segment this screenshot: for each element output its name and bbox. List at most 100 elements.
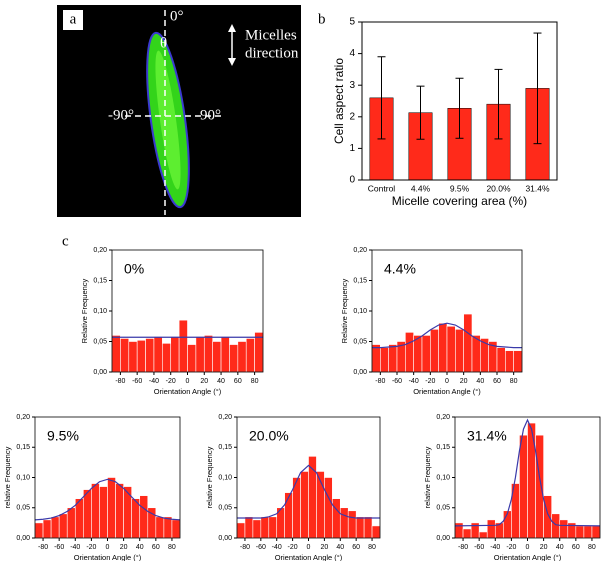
- x-tick-label: 80: [168, 544, 176, 551]
- histogram-bar: [332, 498, 341, 539]
- x-axis-label: Orientation Angle (°): [74, 553, 142, 561]
- histogram-bar: [128, 341, 138, 373]
- histogram-bar: [463, 313, 473, 373]
- y-tick-label: 3: [349, 80, 355, 91]
- histogram-bar: [236, 522, 246, 539]
- histogram-bar: [347, 510, 357, 539]
- y-tick-label: 0,00: [16, 535, 30, 542]
- histogram-bar: [178, 319, 188, 373]
- y-axis-label: relative Frequency: [423, 446, 432, 508]
- x-tick-label: -40: [70, 544, 80, 551]
- x-tick-label: 40: [136, 544, 144, 551]
- histogram-bar: [83, 489, 92, 539]
- x-tick-label: 0: [106, 544, 110, 551]
- y-axis-label: Relative Frequency: [80, 278, 89, 343]
- x-tick-label: 20: [200, 378, 208, 385]
- x-tick-label: -60: [132, 378, 142, 385]
- x-tick-label: -60: [54, 544, 64, 551]
- x-tick-label: -80: [115, 378, 125, 385]
- histogram-bar: [163, 516, 173, 539]
- histogram-bar: [58, 513, 68, 539]
- fit-curve: [454, 418, 601, 527]
- x-tick-label: -40: [149, 378, 159, 385]
- chart-title: 4.4%: [384, 261, 416, 277]
- y-tick-label: 0,15: [353, 277, 367, 284]
- x-tick-label: 0: [526, 544, 530, 551]
- panel-label: c: [62, 233, 69, 249]
- y-tick-label: 5: [349, 17, 355, 28]
- histogram-bar: [438, 322, 448, 373]
- y-tick-label: 0,05: [436, 505, 450, 512]
- chart-title: 31.4%: [467, 428, 507, 444]
- x-tick-label: -80: [38, 544, 48, 551]
- histogram-bar: [591, 525, 601, 539]
- histogram-bar: [462, 528, 472, 539]
- x-axis-label: Orientation Angle (°): [275, 553, 343, 561]
- histogram-bar: [244, 516, 254, 539]
- y-tick-label: 0,10: [436, 474, 450, 481]
- histogram-bar: [237, 341, 247, 373]
- y-tick-label: 0,10: [16, 474, 30, 481]
- fit-curve: [372, 322, 522, 349]
- y-tick-label: 0,15: [16, 444, 30, 451]
- histogram-bar: [284, 492, 293, 539]
- histogram-bar: [355, 516, 365, 539]
- y-tick-label: 0,20: [218, 414, 232, 421]
- histogram-bar: [363, 516, 373, 539]
- histogram-bar: [300, 471, 309, 539]
- histogram-bar: [145, 338, 155, 373]
- x-tick-label: -40: [490, 544, 500, 551]
- y-tick-label: 2: [349, 111, 355, 122]
- x-axis-label: Orientation Angle (°): [494, 553, 562, 561]
- x-tick-label: 60: [234, 378, 242, 385]
- x-tick-label: -20: [166, 378, 176, 385]
- histogram-bar: [162, 343, 172, 373]
- y-tick-label: 0: [349, 175, 355, 186]
- x-tick-label: -80: [375, 378, 385, 385]
- histogram-bar: [50, 516, 60, 539]
- x-tick-label: -80: [458, 544, 468, 551]
- histogram-bar: [187, 344, 197, 373]
- y-tick-label: 0,00: [436, 535, 450, 542]
- y-tick-label: 0,05: [353, 338, 367, 345]
- y-axis-label: Cell aspect ratio: [332, 58, 346, 144]
- y-tick-label: 0,10: [353, 308, 367, 315]
- x-tick-label: 40: [336, 544, 344, 551]
- histogram-bar: [99, 486, 108, 539]
- angle-label: 90°: [200, 107, 221, 123]
- fit-curve: [237, 464, 380, 519]
- arrow-label: direction: [245, 45, 299, 61]
- histogram-bar: [513, 350, 523, 373]
- histogram-bar: [34, 522, 44, 539]
- arrow-label: Micelles: [245, 27, 297, 43]
- histogram-bar: [527, 422, 536, 539]
- x-axis-label: Micelle covering area (%): [392, 194, 527, 208]
- histogram-bar: [153, 336, 163, 373]
- histogram-bar: [430, 328, 439, 373]
- plot-frame: [371, 249, 523, 373]
- histogram-bar: [139, 495, 149, 539]
- y-tick-label: 0,20: [16, 414, 30, 421]
- x-tick-label: 60: [152, 544, 160, 551]
- angle-label: 0°: [170, 8, 184, 24]
- histogram-bar: [446, 325, 456, 373]
- plot-frame: [454, 416, 601, 539]
- x-tick-label: -80: [240, 544, 250, 551]
- histogram-bar: [583, 525, 593, 539]
- x-tick-label: -20: [425, 378, 435, 385]
- histogram-bar: [66, 507, 76, 539]
- x-tick-label: 40: [556, 544, 564, 551]
- histogram-bar: [120, 338, 130, 373]
- label-box: [63, 10, 83, 30]
- y-tick-label: 4: [349, 48, 355, 59]
- angle-label: -90°: [108, 107, 134, 123]
- x-tick-label: 31.4%: [525, 183, 550, 193]
- histogram-bar: [454, 522, 464, 539]
- histogram-bar: [42, 519, 52, 539]
- y-tick-label: 0,10: [218, 474, 232, 481]
- y-axis-label: Relative Frequency: [340, 278, 349, 343]
- y-tick-label: 0,05: [93, 338, 107, 345]
- histogram-bar: [339, 507, 349, 539]
- x-tick-label: 80: [588, 544, 596, 551]
- histogram-bar: [551, 513, 561, 539]
